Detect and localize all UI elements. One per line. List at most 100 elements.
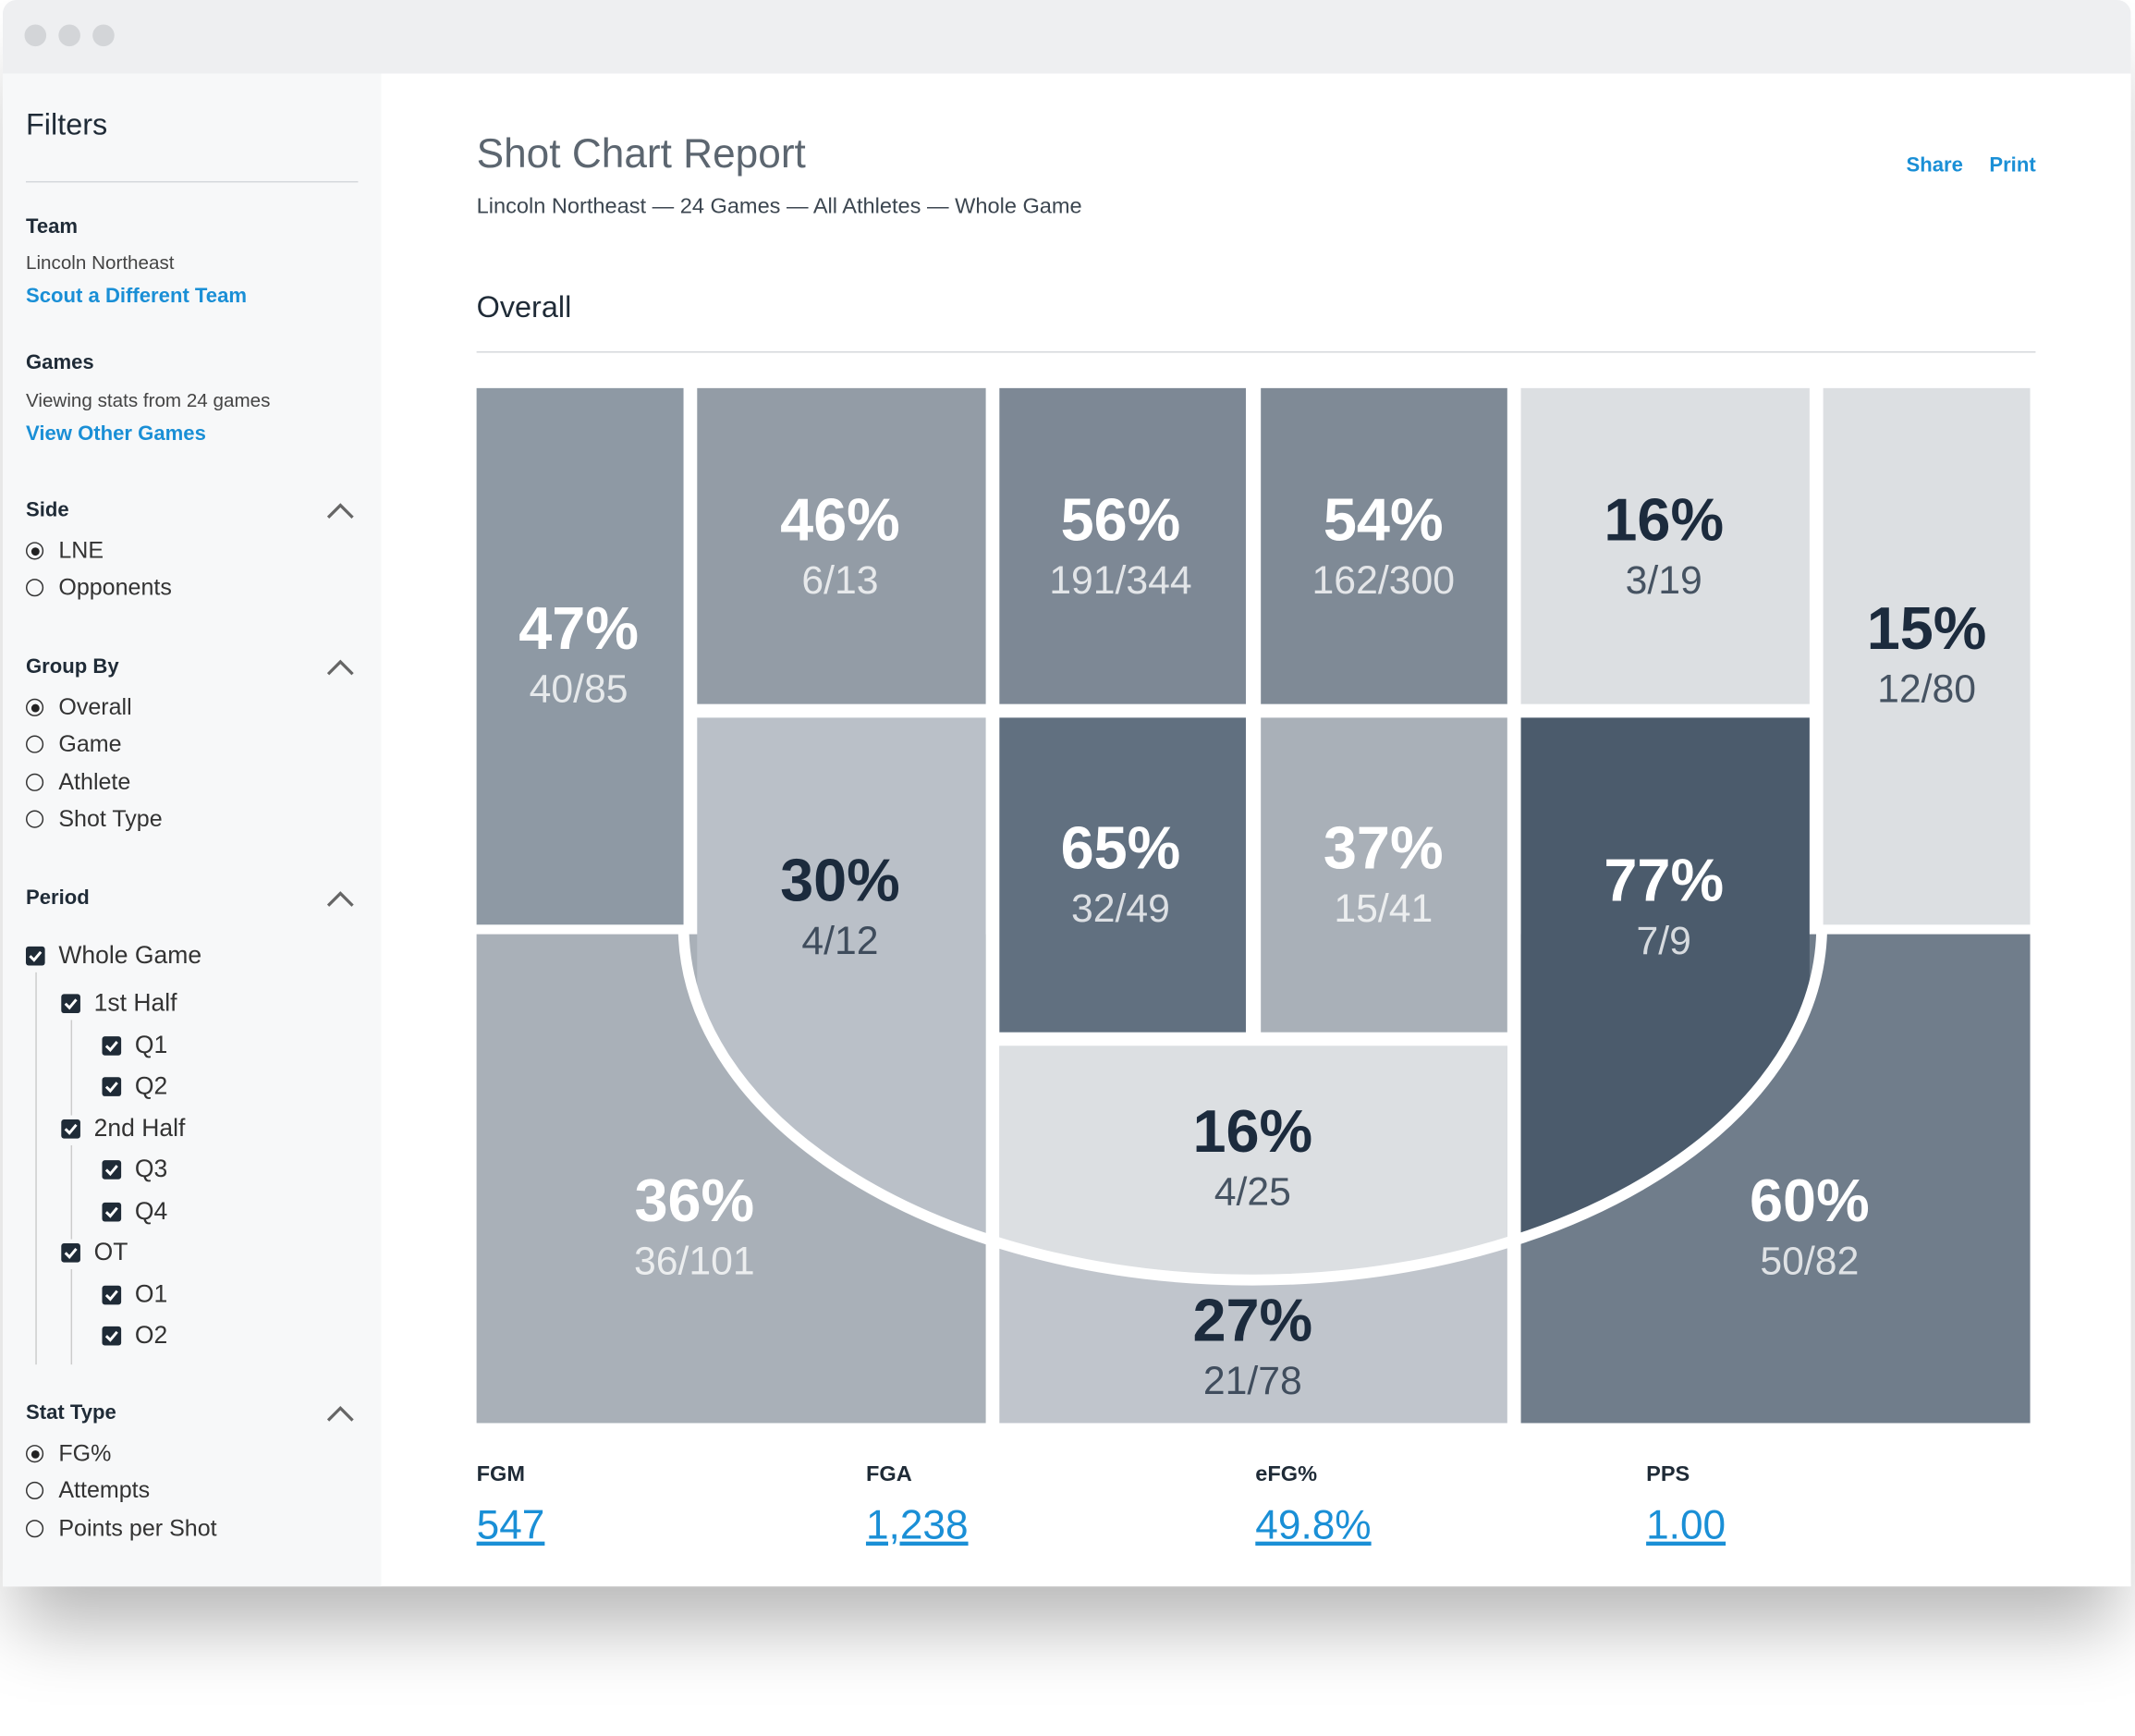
radio-label[interactable]: Opponents — [58, 574, 172, 601]
tree-line — [35, 972, 37, 1364]
zone-made-attempts: 4/25 — [1214, 1169, 1291, 1214]
zone-percentage: 46% — [780, 485, 900, 553]
radio[interactable] — [25, 773, 44, 791]
radio-label[interactable]: FG% — [58, 1440, 112, 1467]
zone-made-attempts: 40/85 — [530, 667, 628, 712]
tree-line — [70, 1269, 73, 1364]
zone-percentage: 15% — [1867, 594, 1987, 662]
window-dot[interactable] — [24, 24, 47, 47]
action-link[interactable]: Print — [1989, 153, 2036, 177]
radio-label[interactable]: Points per Shot — [58, 1514, 217, 1541]
zone-made-attempts: 7/9 — [1637, 919, 1691, 963]
checkbox-label[interactable]: 2nd Half — [93, 1113, 186, 1142]
zone-made-attempts: 4/12 — [801, 919, 878, 963]
zone-percentage: 54% — [1324, 485, 1444, 553]
filter-label: Period — [25, 886, 90, 911]
report-subtitle: Lincoln Northeast — 24 Games — All Athle… — [476, 195, 1082, 219]
radio-label[interactable]: Athlete — [58, 768, 131, 795]
stat-value[interactable]: 1,238 — [865, 1503, 969, 1549]
court-zone — [1261, 717, 1507, 1033]
zone-percentage: 27% — [1192, 1287, 1312, 1354]
report-title: Shot Chart Report — [476, 131, 806, 177]
court-zone — [697, 387, 986, 704]
checkbox[interactable] — [102, 1077, 122, 1096]
zone-percentage: 16% — [1604, 485, 1724, 553]
checkbox[interactable] — [61, 1119, 80, 1138]
divider — [25, 180, 359, 183]
checkbox[interactable] — [61, 994, 80, 1014]
zone-percentage: 47% — [518, 594, 639, 662]
radio[interactable] — [25, 1482, 44, 1500]
collapse-toggle[interactable] — [325, 889, 355, 909]
radio[interactable] — [25, 579, 44, 597]
zone-percentage: 56% — [1061, 485, 1181, 553]
collapse-toggle[interactable] — [325, 501, 355, 520]
link[interactable]: Scout a Different Team — [25, 284, 248, 308]
window-dot[interactable] — [58, 24, 80, 47]
radio-label[interactable]: Attempts — [58, 1477, 151, 1504]
zone-made-attempts: 3/19 — [1626, 558, 1702, 603]
stat-value[interactable]: 547 — [476, 1503, 545, 1549]
checkbox-label[interactable]: Whole Game — [58, 941, 202, 969]
link[interactable]: View Other Games — [25, 422, 206, 446]
stat-value[interactable]: 1.00 — [1646, 1503, 1726, 1549]
zone-made-attempts: 32/49 — [1071, 886, 1170, 931]
filter-label: Team — [25, 214, 79, 238]
court-zone — [476, 387, 684, 925]
filter-label: Stat Type — [25, 1400, 116, 1424]
checkbox-label[interactable]: Q1 — [134, 1030, 168, 1058]
radio-label[interactable]: Overall — [58, 694, 132, 721]
collapse-toggle[interactable] — [325, 658, 355, 678]
zone-made-attempts: 15/41 — [1334, 886, 1433, 931]
court-zone — [999, 387, 1246, 704]
filter-label: Group By — [25, 654, 119, 679]
checkbox[interactable] — [102, 1202, 122, 1221]
checkbox-label[interactable]: O1 — [134, 1279, 168, 1307]
stat-value[interactable]: 49.8% — [1255, 1503, 1372, 1549]
checkbox-label[interactable]: O2 — [134, 1321, 168, 1349]
checkbox-label[interactable]: Q4 — [134, 1196, 168, 1224]
collapse-toggle[interactable] — [325, 1404, 355, 1424]
action-link[interactable]: Share — [1906, 153, 1963, 177]
radio[interactable] — [25, 542, 44, 560]
checkbox-label[interactable]: OT — [93, 1238, 128, 1265]
court-zone — [999, 1045, 1507, 1280]
three-point-arc — [677, 925, 1828, 1286]
title-bar — [2, 0, 2131, 74]
checkbox-label[interactable]: Q3 — [134, 1155, 168, 1183]
court-zone — [1823, 387, 2031, 925]
radio[interactable] — [25, 698, 44, 716]
sidebar-title: Filters — [25, 107, 108, 141]
checkbox-label[interactable]: Q2 — [134, 1071, 168, 1100]
radio[interactable] — [25, 810, 44, 828]
radio-label[interactable]: Game — [58, 731, 122, 758]
radio[interactable] — [25, 735, 44, 754]
radio[interactable] — [25, 1519, 44, 1537]
filter-label: Games — [25, 351, 94, 375]
checkbox[interactable] — [102, 1160, 122, 1180]
court-zone — [1261, 387, 1507, 704]
window-dot[interactable] — [92, 24, 115, 47]
checkbox[interactable] — [61, 1243, 80, 1263]
zone-percentage: 77% — [1604, 847, 1724, 914]
zone-made-attempts: 12/80 — [1877, 667, 1976, 712]
zone-made-attempts: 6/13 — [801, 558, 878, 603]
filter-value: Lincoln Northeast — [25, 251, 175, 274]
checkbox[interactable] — [102, 1284, 122, 1304]
zone-percentage: 60% — [1750, 1167, 1870, 1234]
checkbox[interactable] — [25, 946, 45, 966]
checkbox[interactable] — [102, 1035, 122, 1055]
zone-percentage: 16% — [1192, 1097, 1312, 1165]
court-zone — [1520, 387, 1810, 704]
checkbox[interactable] — [102, 1326, 122, 1346]
zone-made-attempts: 191/344 — [1049, 558, 1191, 603]
radio-label[interactable]: Shot Type — [58, 805, 163, 832]
radio[interactable] — [25, 1445, 44, 1463]
zone-percentage: 36% — [634, 1167, 754, 1234]
checkbox-label[interactable]: 1st Half — [93, 988, 177, 1017]
stat-label: FGM — [476, 1462, 525, 1486]
radio-label[interactable]: LNE — [58, 537, 104, 564]
divider — [476, 351, 2036, 353]
